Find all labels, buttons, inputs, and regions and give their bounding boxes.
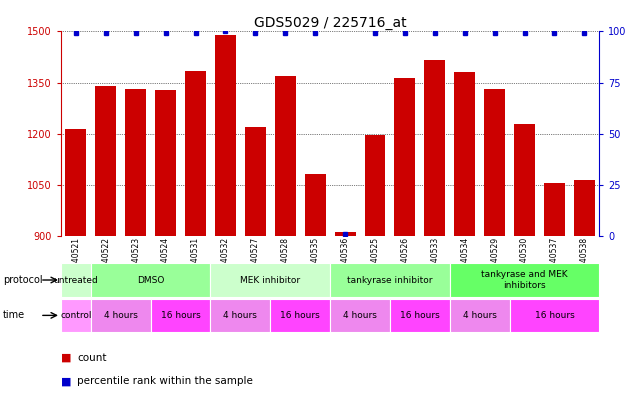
Text: tankyrase and MEK
inhibitors: tankyrase and MEK inhibitors (481, 270, 568, 290)
Bar (210, 263, 330, 297)
Bar (91, 263, 210, 297)
Text: time: time (3, 310, 26, 320)
Text: 4 hours: 4 hours (343, 311, 377, 320)
Bar (510, 299, 599, 332)
Bar (544, 183, 565, 236)
Text: control: control (60, 311, 92, 320)
Text: count: count (77, 353, 106, 363)
Text: protocol: protocol (3, 275, 43, 285)
Bar (450, 263, 599, 297)
Text: untreated: untreated (53, 275, 98, 285)
Text: 4 hours: 4 hours (463, 311, 497, 320)
Text: DMSO: DMSO (137, 275, 164, 285)
Bar (574, 180, 595, 236)
Bar (96, 86, 116, 236)
Bar (245, 127, 266, 236)
Bar (185, 71, 206, 236)
Bar (394, 79, 415, 236)
Bar (390, 299, 450, 332)
Bar (125, 89, 146, 236)
Bar (454, 72, 475, 236)
Bar (330, 263, 450, 297)
Bar (210, 299, 271, 332)
Bar (65, 129, 87, 236)
Text: 16 hours: 16 hours (535, 311, 574, 320)
Bar (484, 89, 505, 236)
Text: 4 hours: 4 hours (224, 311, 257, 320)
Bar (365, 135, 385, 236)
Bar (91, 299, 151, 332)
Title: GDS5029 / 225716_at: GDS5029 / 225716_at (254, 17, 406, 30)
Bar (61, 299, 91, 332)
Bar (275, 76, 296, 236)
Text: ■: ■ (61, 353, 71, 363)
Bar (424, 61, 445, 236)
Text: percentile rank within the sample: percentile rank within the sample (77, 376, 253, 386)
Bar (335, 232, 356, 236)
Bar (330, 299, 390, 332)
Bar (61, 263, 91, 297)
Bar (450, 299, 510, 332)
Text: 16 hours: 16 hours (400, 311, 440, 320)
Bar (514, 124, 535, 236)
Text: tankyrase inhibitor: tankyrase inhibitor (347, 275, 433, 285)
Bar (304, 174, 326, 236)
Bar (271, 299, 330, 332)
Bar (151, 299, 210, 332)
Text: 16 hours: 16 hours (280, 311, 320, 320)
Text: MEK inhibitor: MEK inhibitor (240, 275, 301, 285)
Text: 4 hours: 4 hours (104, 311, 138, 320)
Text: 16 hours: 16 hours (161, 311, 201, 320)
Text: ■: ■ (61, 376, 71, 386)
Bar (155, 90, 176, 236)
Bar (215, 35, 236, 236)
